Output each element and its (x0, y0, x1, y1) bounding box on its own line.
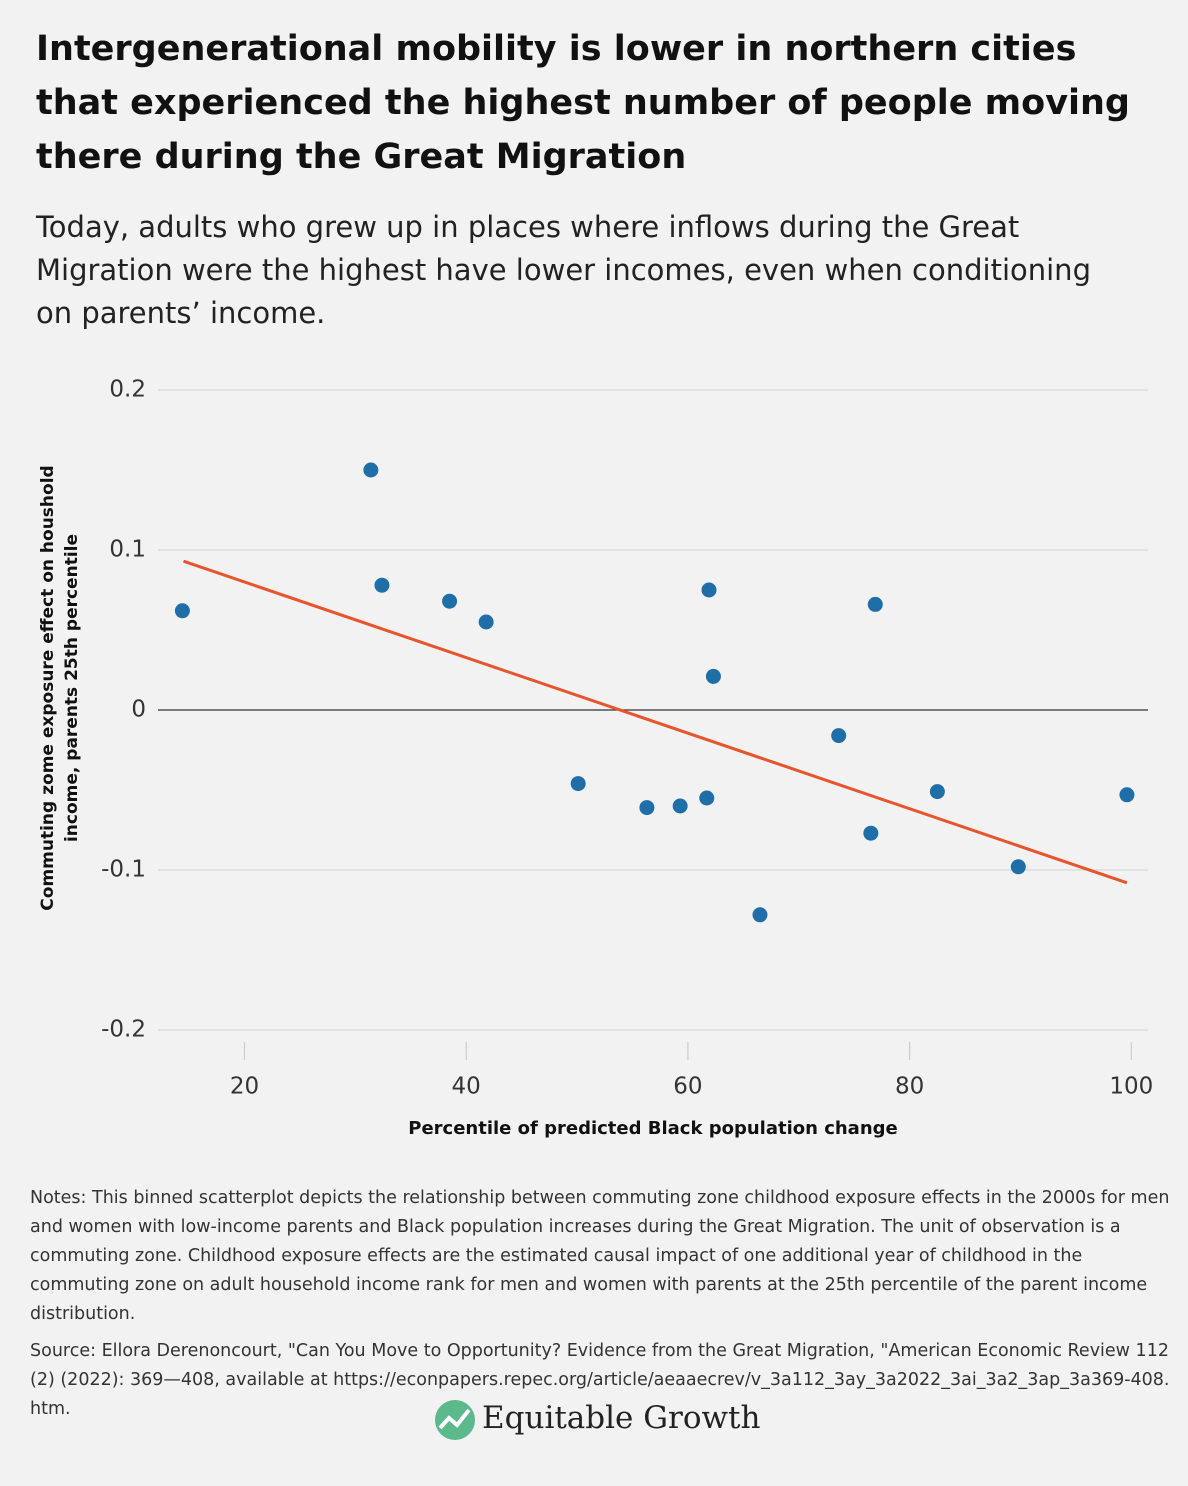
title: Intergenerational mobility is lower in n… (36, 29, 1130, 177)
x-axis-title: Percentile of predicted Black population… (408, 1118, 898, 1139)
y-tick-label: 0.2 (109, 377, 146, 403)
x-tick-label: 80 (895, 1074, 924, 1100)
x-tick-label: 100 (1109, 1074, 1153, 1100)
point (701, 582, 717, 598)
point (363, 462, 379, 478)
x-tick-label: 60 (673, 1074, 702, 1100)
y-tick-label: 0.1 (109, 537, 146, 563)
subtitle: Today, adults who grew up in places wher… (36, 210, 1091, 330)
point (863, 825, 879, 841)
point (699, 790, 715, 806)
point (478, 614, 494, 630)
logo-icon (435, 1400, 475, 1440)
point (639, 800, 655, 816)
y-tick-label: 0 (131, 697, 146, 723)
point (1010, 859, 1026, 875)
notes: Notes: This binned scatterplot depicts t… (30, 1188, 1170, 1324)
point (174, 603, 190, 619)
trend-line (183, 559, 1128, 885)
x-tick-label: 40 (452, 1074, 481, 1100)
x-tick-label: 20 (230, 1074, 259, 1100)
y-axis-title: Commuting zome exposure effect on housho… (38, 465, 82, 911)
source: Source: Ellora Derenoncourt, "Can You Mo… (30, 1341, 1170, 1419)
point (1119, 787, 1135, 803)
point (374, 577, 390, 593)
point (929, 784, 945, 800)
logo: Equitable Growth (482, 1400, 761, 1436)
point (752, 907, 768, 923)
point (867, 596, 883, 612)
point (831, 728, 847, 744)
y-tick-label: -0.1 (101, 857, 146, 883)
point (705, 668, 721, 684)
y-tick-label: -0.2 (101, 1017, 146, 1043)
point (570, 776, 586, 792)
point (672, 798, 688, 814)
point (442, 593, 458, 609)
